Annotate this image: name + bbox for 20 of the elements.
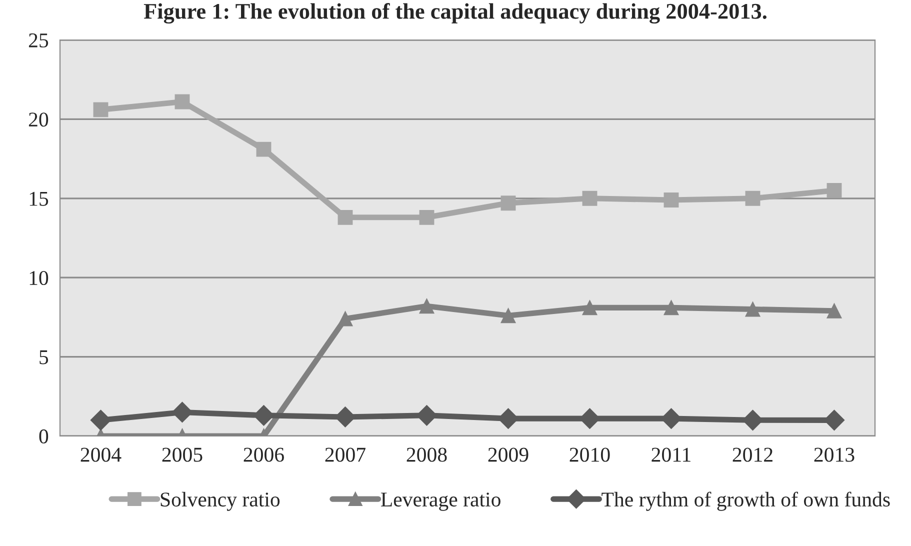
y-tick-label: 10 [30, 270, 48, 286]
y-tick-label: 5 [40, 350, 48, 364]
y-tick-label: 20 [28, 112, 48, 127]
x-tick-label: 2006 [244, 448, 284, 462]
x-tick-label: 2011 [652, 448, 690, 462]
x-tick-label: 2013 [814, 448, 854, 462]
x-tick-label: 2008 [406, 448, 447, 462]
legend-label: Solvency ratio [160, 492, 280, 511]
x-tick-label: 2004 [80, 448, 122, 462]
x-tick-label: 2009 [488, 448, 528, 462]
legend-label: The rythm of growth of own funds [602, 492, 890, 511]
x-tick-label: 2007 [325, 448, 366, 462]
chart-title: Figure 1: The evolution of the capital adequacy during 2004-2013. [144, 3, 766, 24]
legend-label: Leverage ratio [380, 492, 500, 511]
y-tick-label: 15 [30, 192, 48, 206]
x-tick-label: 2010 [570, 448, 610, 462]
x-tick-label: 2012 [732, 448, 772, 462]
x-tick-label: 2005 [162, 448, 202, 462]
y-tick-label: 25 [28, 33, 48, 48]
y-tick-label: 0 [39, 429, 48, 444]
